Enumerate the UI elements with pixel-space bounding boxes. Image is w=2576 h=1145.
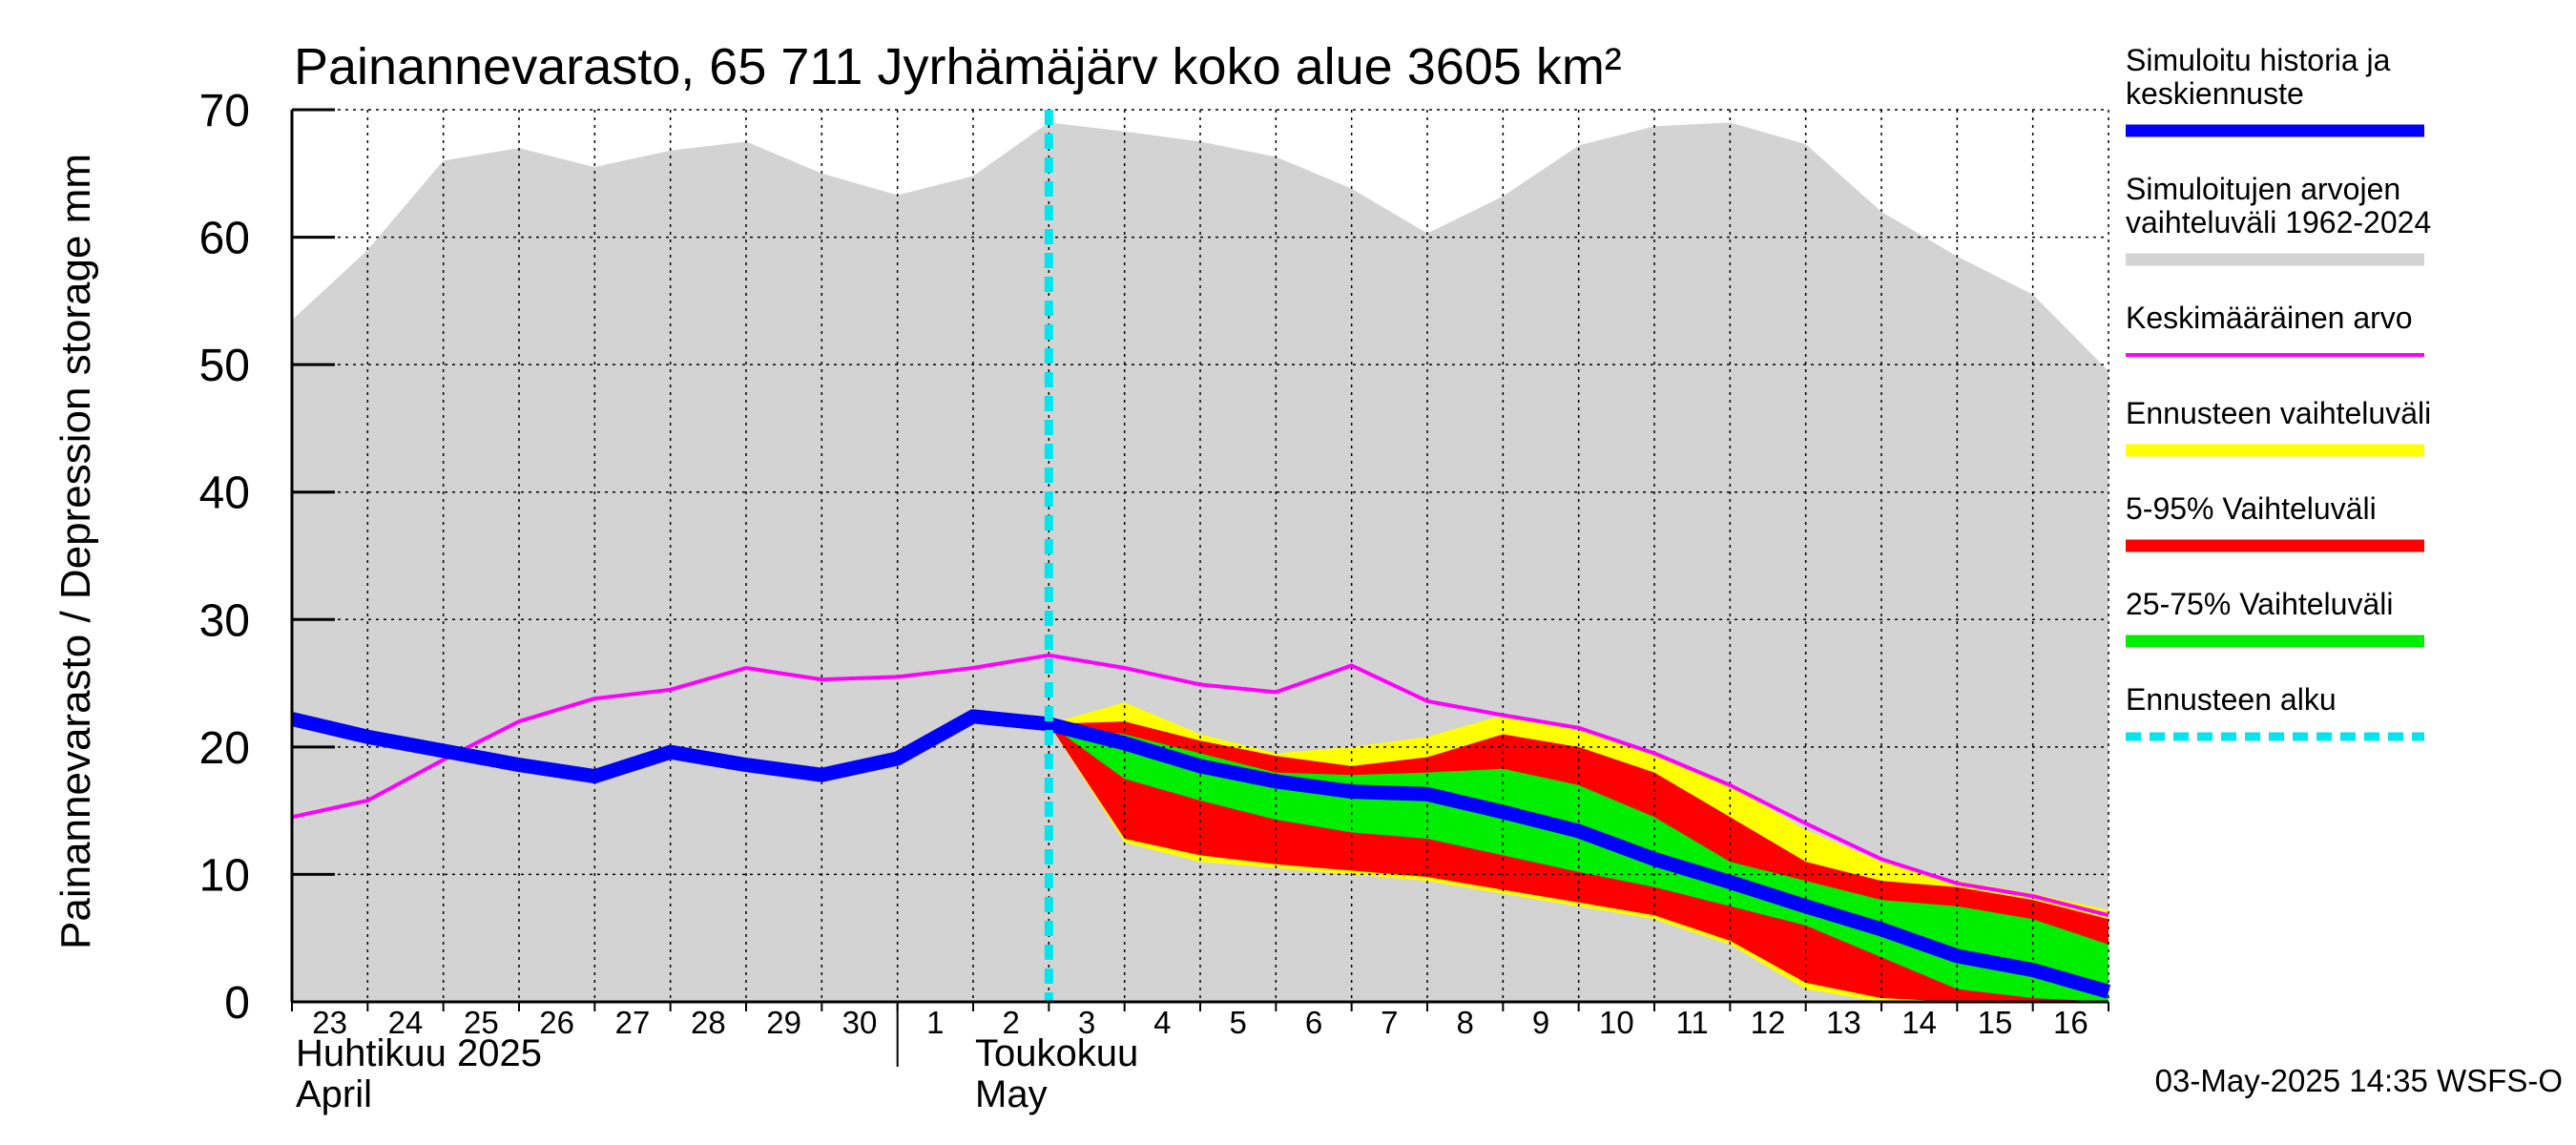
legend-label: Simuloitu historia ja: [2126, 43, 2391, 77]
legend-label: vaihteluväli 1962-2024: [2126, 205, 2431, 239]
legend-label: Ennusteen alku: [2126, 682, 2337, 717]
x-tick-label: 14: [1901, 1005, 1937, 1040]
x-tick-label: 27: [615, 1005, 651, 1040]
x-tick-label: 25: [464, 1005, 499, 1040]
y-tick-label: 0: [224, 978, 250, 1029]
month-label-en: May: [975, 1073, 1048, 1115]
x-tick-label: 30: [842, 1005, 878, 1040]
x-tick-label: 4: [1153, 1005, 1171, 1040]
line-keskimaarainen-arvo: [291, 653, 2109, 918]
y-axis-label: Painannevarasto / Depression storage mm: [52, 154, 99, 949]
x-tick-label: 11: [1676, 1005, 1709, 1040]
y-tick-label: 50: [199, 341, 250, 391]
x-tick-label: 9: [1532, 1005, 1549, 1040]
timestamp-footer: 03-May-2025 14:35 WSFS-O: [2155, 1063, 2563, 1098]
legend-label: 25-75% Vaihteluväli: [2126, 587, 2393, 621]
y-tick-label: 70: [199, 86, 250, 136]
legend-label: 5-95% Vaihteluväli: [2126, 491, 2377, 526]
x-tick-label: 23: [312, 1005, 347, 1040]
month-label: Toukokuu: [975, 1032, 1138, 1074]
x-tick-label: 13: [1826, 1005, 1861, 1040]
x-tick-label: 5: [1229, 1005, 1246, 1040]
x-tick-label: 2: [1002, 1005, 1019, 1040]
y-tick-label: 10: [199, 850, 250, 901]
x-tick-label: 16: [2053, 1005, 2088, 1040]
x-tick-label: 12: [1751, 1005, 1786, 1040]
x-tick-label: 29: [766, 1005, 801, 1040]
x-tick-label: 6: [1305, 1005, 1322, 1040]
x-tick-label: 24: [388, 1005, 424, 1040]
month-label: Huhtikuu 2025: [296, 1032, 542, 1074]
x-tick-label: 7: [1381, 1005, 1398, 1040]
y-tick-label: 60: [199, 214, 250, 264]
y-tick-label: 30: [199, 595, 250, 646]
legend-label: Keskimääräinen arvo: [2126, 301, 2413, 335]
x-tick-label: 10: [1599, 1005, 1634, 1040]
x-tick-label: 28: [691, 1005, 726, 1040]
plot-area: [290, 109, 2111, 1002]
legend-label: Ennusteen vaihteluväli: [2126, 396, 2431, 430]
y-tick-label: 20: [199, 723, 250, 774]
x-tick-label: 26: [539, 1005, 574, 1040]
legend-label: keskiennuste: [2126, 76, 2304, 111]
x-tick-label: 1: [926, 1005, 944, 1040]
x-tick-label: 8: [1456, 1005, 1473, 1040]
x-tick-label: 15: [1978, 1005, 2013, 1040]
line-simuloitu-historia-ja-keskiennuste: [290, 709, 2111, 999]
month-label-en: April: [296, 1073, 372, 1115]
y-tick-label: 40: [199, 468, 250, 519]
legend-label: Simuloitujen arvojen: [2126, 172, 2400, 206]
chart-title: Painannevarasto, 65 711 Jyrhämäjärv koko…: [294, 38, 1622, 95]
x-tick-label: 3: [1078, 1005, 1095, 1040]
